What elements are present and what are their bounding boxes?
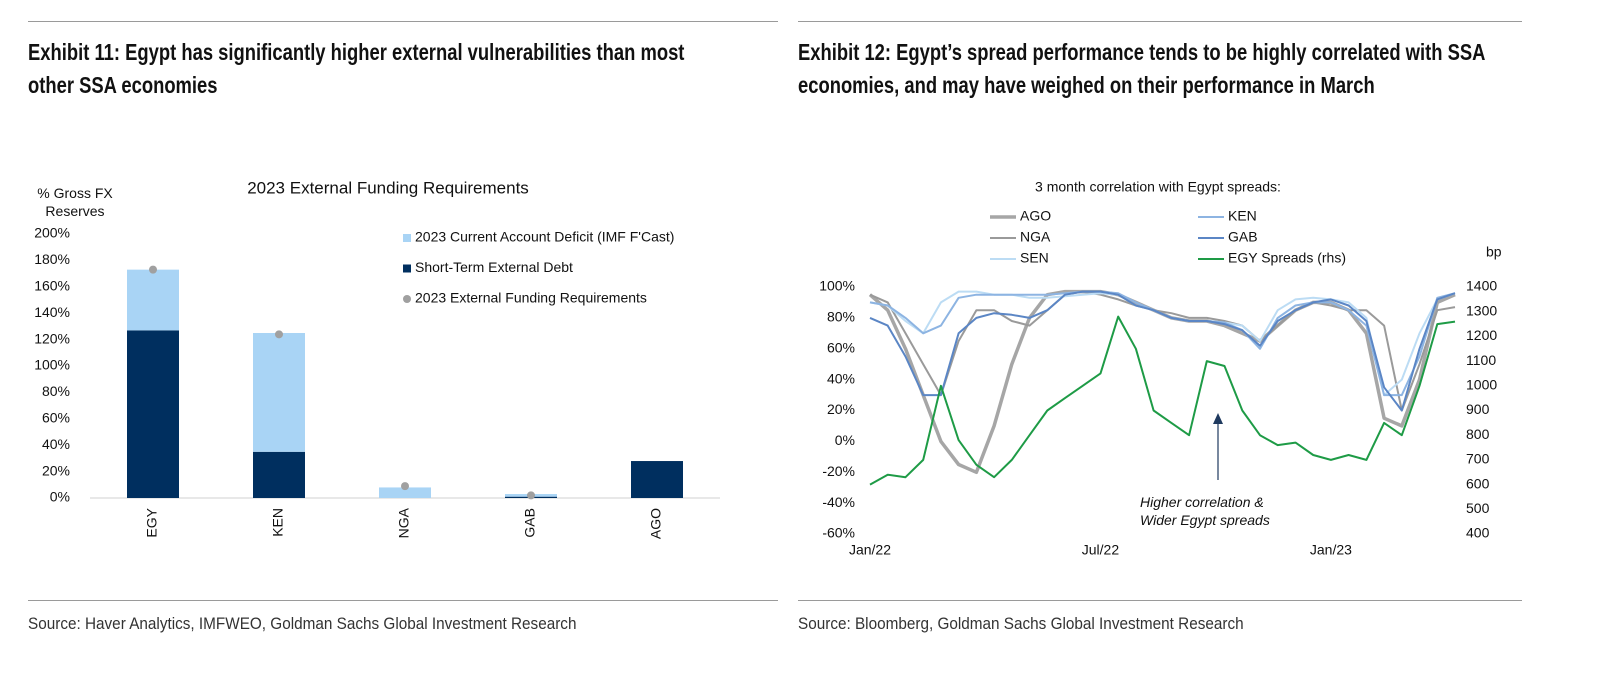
- legend-swatch: [403, 264, 411, 273]
- exhibit-title: Exhibit 12: Egypt’s spread performance t…: [798, 39, 1485, 98]
- y-tick-label: 140%: [34, 304, 70, 320]
- chart: 3 month correlation with Egypt spreads: b…: [819, 179, 1502, 558]
- y-axis-label: % Gross FX Reserves: [37, 185, 113, 219]
- bar: [127, 269, 179, 331]
- dot: [275, 330, 283, 339]
- y2-tick-label: 1200: [1466, 327, 1497, 343]
- bottom-rule: [798, 600, 1522, 601]
- x-tick-label: GAB: [522, 508, 538, 538]
- legend-label: AGO: [1020, 208, 1051, 224]
- y-tick-label: 200%: [34, 225, 70, 241]
- y2-tick-label: 800: [1466, 426, 1490, 442]
- legend-label: 2023 External Funding Requirements: [415, 290, 647, 306]
- series-line: [869, 290, 1456, 412]
- y-tick-label: 100%: [34, 357, 70, 373]
- y2-tick-label: 1100: [1466, 352, 1496, 368]
- chart: 2023 External Funding Requirements % Gros…: [34, 178, 720, 539]
- bar: [631, 461, 683, 498]
- y2-tick-label: 1300: [1466, 302, 1497, 318]
- exhibit-title: Exhibit 11: Egypt has significantly high…: [28, 39, 685, 98]
- top-rule: [28, 21, 778, 22]
- y2-axis-label: bp: [1486, 244, 1502, 260]
- y-tick-label: 60%: [42, 410, 70, 426]
- y-axis-label-line: % Gross FX: [37, 185, 113, 201]
- top-rule: [798, 21, 1522, 22]
- bar: [253, 333, 305, 452]
- y-tick-label: -40%: [822, 494, 855, 510]
- y-tick-label: -20%: [822, 463, 855, 479]
- x-tick-label: Jan/23: [1310, 542, 1352, 558]
- bar: [127, 330, 179, 498]
- legend-label: NGA: [1020, 229, 1051, 245]
- annotation-line: Higher correlation &: [1140, 494, 1264, 510]
- bottom-rule: [28, 600, 778, 601]
- annotation-arrowhead: [1213, 413, 1223, 424]
- dot: [401, 482, 409, 491]
- dot: [149, 265, 157, 274]
- y-tick-label: 20%: [827, 401, 855, 417]
- y2-tick-label: 900: [1466, 401, 1490, 417]
- bar: [379, 487, 431, 498]
- y-tick-label: 20%: [42, 462, 70, 478]
- series-line: [869, 290, 1456, 412]
- legend-label: SEN: [1020, 250, 1049, 266]
- x-tick-label: Jan/22: [849, 542, 891, 558]
- legend-swatch: [403, 295, 411, 303]
- source: Source: Haver Analytics, IMFWEO, Goldman…: [28, 614, 577, 633]
- legend-label: GAB: [1228, 229, 1258, 245]
- x-tick-label: Jul/22: [1082, 542, 1120, 558]
- y2-tick-label: 600: [1466, 475, 1490, 491]
- y-tick-label: 40%: [42, 436, 70, 452]
- chart-title: 3 month correlation with Egypt spreads:: [1035, 179, 1281, 195]
- x-tick-label: EGY: [144, 507, 160, 537]
- y-tick-label: 80%: [42, 383, 70, 399]
- y-tick-label: 40%: [827, 370, 855, 386]
- annotation-line: Wider Egypt spreads: [1140, 512, 1270, 528]
- dot: [527, 491, 535, 500]
- y-tick-label: 120%: [34, 330, 70, 346]
- x-tick-label: KEN: [270, 508, 286, 537]
- y2-tick-label: 400: [1466, 525, 1490, 541]
- y2-tick-label: 1000: [1466, 377, 1497, 393]
- legend-label: 2023 Current Account Deficit (IMF F'Cast…: [415, 229, 674, 245]
- y2-tick-label: 1400: [1466, 278, 1497, 294]
- y-tick-label: 0%: [835, 432, 855, 448]
- legend-label: EGY Spreads (rhs): [1228, 250, 1346, 266]
- y-axis-label-line: Reserves: [45, 203, 104, 219]
- y-tick-label: 160%: [34, 278, 70, 294]
- bar: [253, 451, 305, 498]
- y-tick-label: 180%: [34, 251, 70, 267]
- y-tick-label: 80%: [827, 309, 855, 325]
- y-tick-label: 100%: [819, 278, 855, 294]
- legend-label: KEN: [1228, 208, 1257, 224]
- y2-tick-label: 700: [1466, 451, 1490, 467]
- y-tick-label: -60%: [822, 525, 855, 541]
- series-line: [869, 315, 1456, 486]
- y2-tick-label: 500: [1466, 500, 1490, 516]
- y-tick-label: 0%: [50, 489, 70, 505]
- source: Source: Bloomberg, Goldman Sachs Global …: [798, 614, 1244, 633]
- legend-label: Short-Term External Debt: [415, 259, 573, 275]
- legend-swatch: [403, 234, 411, 242]
- x-tick-label: NGA: [396, 507, 412, 538]
- y-tick-label: 60%: [827, 339, 855, 355]
- annotation: Higher correlation & Wider Egypt spreads: [1140, 494, 1270, 528]
- x-tick-label: AGO: [648, 508, 664, 539]
- chart-title: 2023 External Funding Requirements: [247, 178, 529, 197]
